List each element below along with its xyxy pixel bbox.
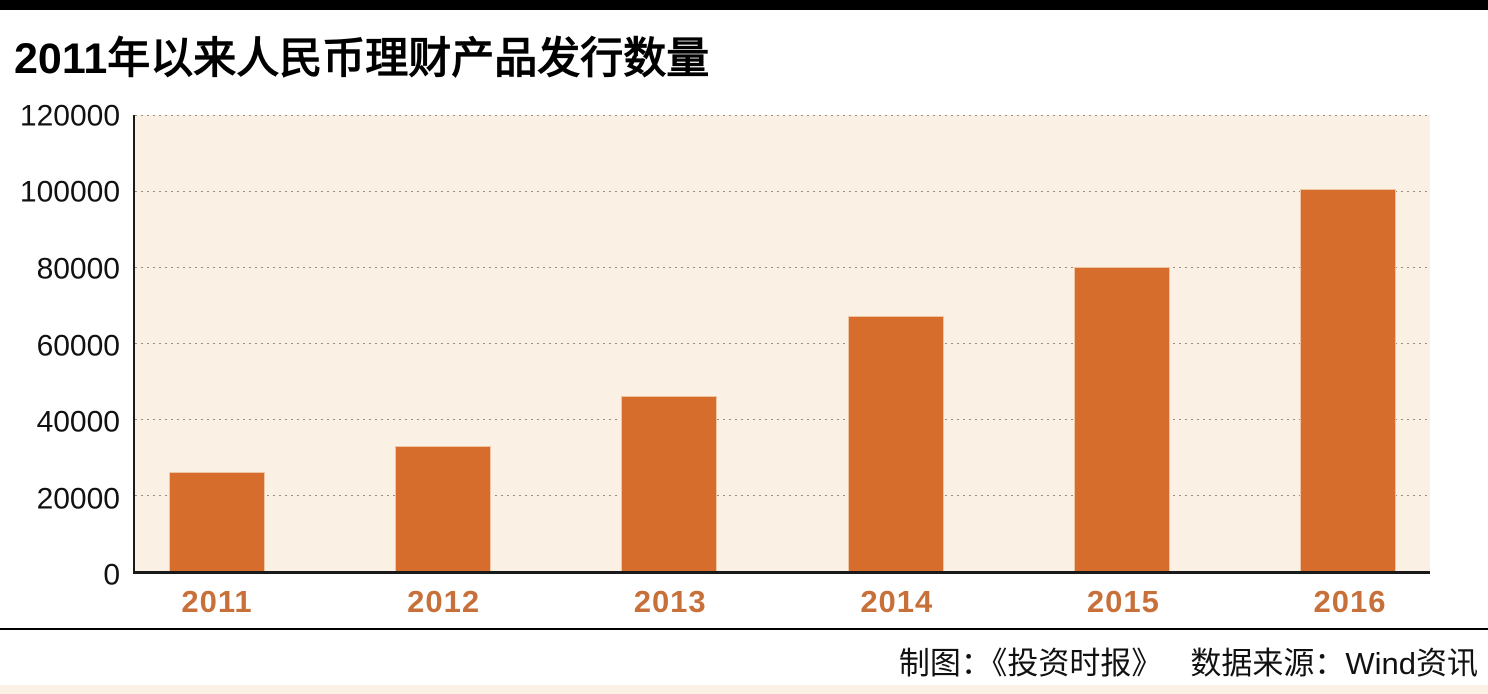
chart-title: 2011年以来人民币理财产品发行数量 [14,35,710,83]
gridline-100000 [135,190,1430,192]
y-tick-label-80000: 80000 [36,252,120,286]
credit-text: 制图：《投资时报》 [898,646,1163,681]
y-axis: 0 20000 40000 60000 80000 100000 120000 [0,99,120,591]
top-accent-bar [0,0,1488,10]
bar-2015 [1073,267,1170,571]
gridline-80000 [135,266,1430,268]
bar-2014 [847,316,944,571]
footer-divider [0,628,1488,630]
bar-2013 [621,396,718,571]
y-tick-label-20000: 20000 [36,481,120,515]
y-tick-label-40000: 40000 [36,405,120,439]
gridline-120000 [135,115,1430,116]
x-label-2012: 2012 [407,584,481,619]
y-tick-label-60000: 60000 [36,328,120,362]
x-label-2014: 2014 [860,584,934,619]
gridline-40000 [135,418,1430,420]
bar-2016 [1300,189,1397,571]
x-label-2016: 2016 [1313,584,1387,619]
gridline-20000 [135,495,1430,496]
x-label-2011: 2011 [181,584,253,619]
plot-area [133,115,1430,574]
bottom-accent-band [0,685,1488,694]
gridline-60000 [135,343,1430,344]
x-axis: 2011 2012 2013 2014 2015 2016 [135,584,1432,622]
y-tick-label-0: 0 [103,558,120,592]
y-tick-label-120000: 120000 [19,99,120,133]
x-label-2013: 2013 [633,584,707,619]
chart-footer: 制图：《投资时报》 数据来源：Wind资讯 [0,638,1478,683]
bar-2012 [395,445,492,571]
y-tick-label-100000: 100000 [19,175,120,209]
x-label-2015: 2015 [1086,584,1160,619]
source-text: 数据来源：Wind资讯 [1190,646,1478,681]
bar-2011 [168,472,265,571]
